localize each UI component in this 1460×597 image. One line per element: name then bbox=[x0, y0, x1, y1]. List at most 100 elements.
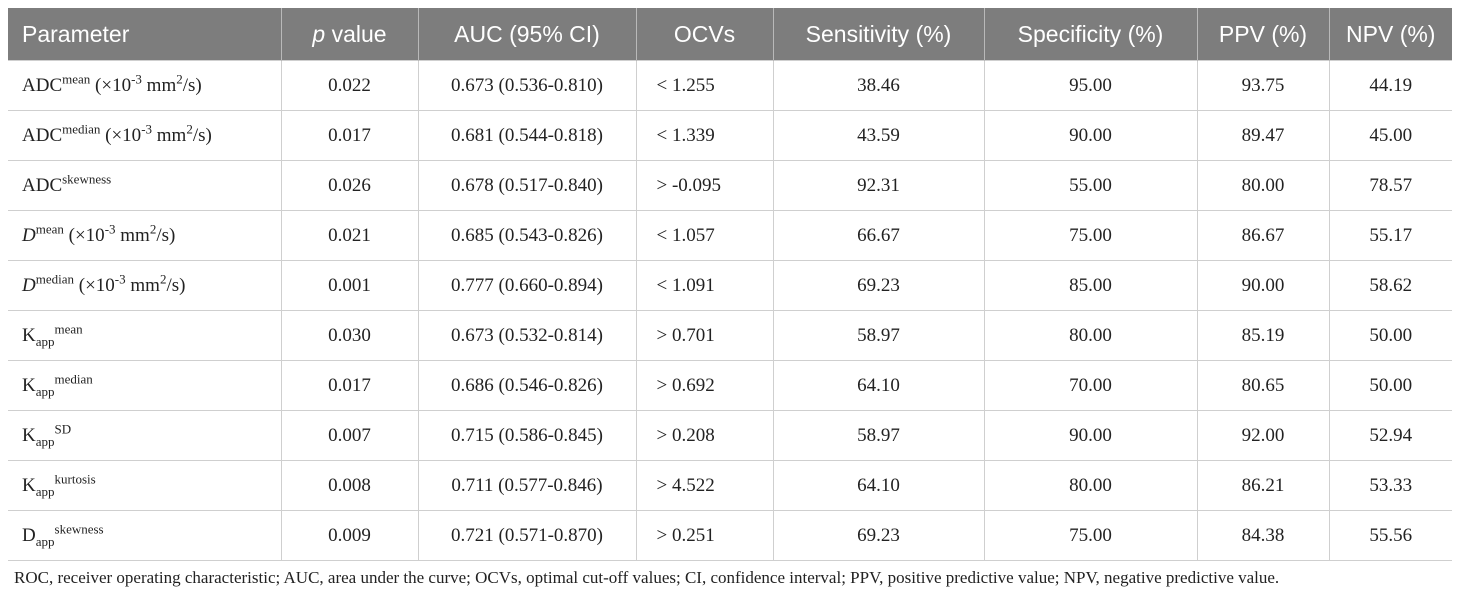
cell-ppv: 80.65 bbox=[1197, 360, 1330, 411]
cell-auc: 0.721 (0.571-0.870) bbox=[418, 510, 637, 561]
parameter-symbol: D bbox=[22, 224, 36, 246]
parameter-symbol: D bbox=[22, 274, 36, 296]
cell-parameter: Dappskewness bbox=[8, 510, 282, 561]
cell-npv: 52.94 bbox=[1329, 410, 1452, 461]
table-row: Kappkurtosis 0.008 0.711 (0.577-0.846) > 4.… bbox=[8, 460, 1452, 511]
cell-npv: 55.17 bbox=[1329, 210, 1452, 261]
cell-p-value: 0.017 bbox=[281, 360, 419, 411]
cell-ocv: < 1.255 bbox=[636, 60, 774, 111]
cell-ppv: 89.47 bbox=[1197, 110, 1330, 161]
cell-ocv: > 0.208 bbox=[636, 410, 774, 461]
cell-parameter: ADCmedian (×10-3 mm2/s) bbox=[8, 110, 282, 161]
table-row: ADCmean (×10-3 mm2/s) 0.022 0.673 (0.536-0… bbox=[8, 60, 1452, 111]
table-row: Dappskewness 0.009 0.721 (0.571-0.870) > 0.… bbox=[8, 510, 1452, 561]
cell-ppv: 80.00 bbox=[1197, 160, 1330, 211]
cell-ppv: 90.00 bbox=[1197, 260, 1330, 311]
parameter-symbol: ADC bbox=[22, 174, 63, 196]
header-specificity: Specificity (%) bbox=[984, 8, 1198, 61]
header-ocvs: OCVs bbox=[636, 8, 774, 61]
header-p-value: p value bbox=[281, 8, 419, 61]
cell-ppv: 92.00 bbox=[1197, 410, 1330, 461]
parameter-unit: (×10-3 mm2/s) bbox=[68, 221, 176, 246]
cell-npv: 50.00 bbox=[1329, 310, 1452, 361]
cell-parameter: KappSD bbox=[8, 410, 282, 461]
parameter-superscript: mean bbox=[35, 221, 64, 237]
table-footnote: ROC, receiver operating characteristic; … bbox=[14, 568, 1280, 587]
cell-p-value: 0.021 bbox=[281, 210, 419, 261]
cell-auc: 0.673 (0.532-0.814) bbox=[418, 310, 637, 361]
cell-sensitivity: 92.31 bbox=[773, 160, 985, 211]
cell-parameter: ADCmean (×10-3 mm2/s) bbox=[8, 60, 282, 111]
header-p-label: value bbox=[331, 20, 387, 47]
cell-npv: 45.00 bbox=[1329, 110, 1452, 161]
cell-p-value: 0.022 bbox=[281, 60, 419, 111]
cell-parameter: ADCskewness bbox=[8, 160, 282, 211]
header-ppv: PPV (%) bbox=[1197, 8, 1330, 61]
header-sensitivity: Sensitivity (%) bbox=[773, 8, 985, 61]
parameter-unit: (×10-3 mm2/s) bbox=[95, 71, 202, 96]
parameter-subscript: app bbox=[35, 383, 55, 399]
cell-npv: 55.56 bbox=[1329, 510, 1452, 561]
cell-p-value: 0.009 bbox=[281, 510, 419, 561]
parameter-symbol: ADC bbox=[22, 124, 63, 146]
cell-ppv: 84.38 bbox=[1197, 510, 1330, 561]
cell-sensitivity: 58.97 bbox=[773, 410, 985, 461]
cell-specificity: 90.00 bbox=[984, 410, 1198, 461]
parameter-unit: (×10-3 mm2/s) bbox=[78, 271, 186, 296]
cell-sensitivity: 69.23 bbox=[773, 510, 985, 561]
parameter-symbol: K bbox=[22, 324, 36, 346]
cell-npv: 53.33 bbox=[1329, 460, 1452, 511]
parameter-superscript: mean bbox=[54, 321, 83, 337]
cell-ppv: 86.67 bbox=[1197, 210, 1330, 261]
table-body: ADCmean (×10-3 mm2/s) 0.022 0.673 (0.536-0… bbox=[8, 60, 1452, 561]
cell-ocv: < 1.339 bbox=[636, 110, 774, 161]
cell-npv: 44.19 bbox=[1329, 60, 1452, 111]
cell-parameter: Kappmedian bbox=[8, 360, 282, 411]
cell-parameter: Kappkurtosis bbox=[8, 460, 282, 511]
cell-ocv: > 0.692 bbox=[636, 360, 774, 411]
cell-p-value: 0.008 bbox=[281, 460, 419, 511]
cell-sensitivity: 64.10 bbox=[773, 360, 985, 411]
cell-specificity: 75.00 bbox=[984, 210, 1198, 261]
parameter-subscript: app bbox=[35, 533, 55, 549]
parameter-superscript: skewness bbox=[62, 171, 112, 187]
cell-ocv: > 4.522 bbox=[636, 460, 774, 511]
parameter-symbol: K bbox=[22, 424, 36, 446]
cell-auc: 0.715 (0.586-0.845) bbox=[418, 410, 637, 461]
cell-auc: 0.673 (0.536-0.810) bbox=[418, 60, 637, 111]
cell-parameter: Dmean (×10-3 mm2/s) bbox=[8, 210, 282, 261]
cell-specificity: 80.00 bbox=[984, 460, 1198, 511]
header-parameter: Parameter bbox=[8, 8, 282, 61]
cell-npv: 78.57 bbox=[1329, 160, 1452, 211]
cell-sensitivity: 38.46 bbox=[773, 60, 985, 111]
header-row: Parameter p value AUC (95% CI) OCVs Sens… bbox=[8, 8, 1452, 61]
cell-parameter: Kappmean bbox=[8, 310, 282, 361]
parameter-superscript: median bbox=[54, 371, 93, 387]
parameter-unit: (×10-3 mm2/s) bbox=[105, 121, 212, 146]
cell-ocv: > 0.251 bbox=[636, 510, 774, 561]
cell-npv: 50.00 bbox=[1329, 360, 1452, 411]
cell-specificity: 95.00 bbox=[984, 60, 1198, 111]
header-auc: AUC (95% CI) bbox=[418, 8, 637, 61]
parameter-superscript: SD bbox=[54, 421, 72, 437]
parameter-symbol: K bbox=[22, 474, 36, 496]
parameter-subscript: app bbox=[35, 333, 55, 349]
cell-specificity: 80.00 bbox=[984, 310, 1198, 361]
cell-auc: 0.685 (0.543-0.826) bbox=[418, 210, 637, 261]
parameter-superscript: mean bbox=[62, 71, 91, 87]
cell-p-value: 0.001 bbox=[281, 260, 419, 311]
parameter-superscript: median bbox=[35, 271, 74, 287]
cell-auc: 0.681 (0.544-0.818) bbox=[418, 110, 637, 161]
table-row: Dmean (×10-3 mm2/s) 0.021 0.685 (0.543-0.8… bbox=[8, 210, 1452, 261]
cell-specificity: 75.00 bbox=[984, 510, 1198, 561]
cell-sensitivity: 69.23 bbox=[773, 260, 985, 311]
parameter-symbol: K bbox=[22, 374, 36, 396]
cell-ppv: 85.19 bbox=[1197, 310, 1330, 361]
cell-auc: 0.711 (0.577-0.846) bbox=[418, 460, 637, 511]
table-row: KappSD 0.007 0.715 (0.586-0.845) > 0.208 58.… bbox=[8, 410, 1452, 461]
cell-sensitivity: 43.59 bbox=[773, 110, 985, 161]
cell-p-value: 0.017 bbox=[281, 110, 419, 161]
cell-sensitivity: 58.97 bbox=[773, 310, 985, 361]
parameter-superscript: kurtosis bbox=[54, 471, 96, 487]
table-row: Dmedian (×10-3 mm2/s) 0.001 0.777 (0.660-0… bbox=[8, 260, 1452, 311]
